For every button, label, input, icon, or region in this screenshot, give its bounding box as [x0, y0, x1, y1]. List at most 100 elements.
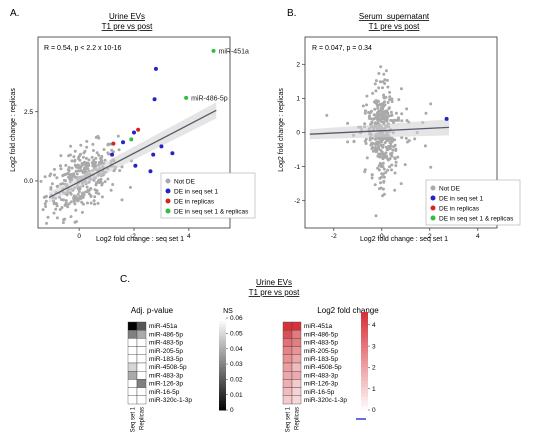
point-not-de: [96, 180, 100, 184]
point-not-de: [120, 198, 124, 202]
point-not-de: [376, 166, 380, 170]
legend-label: Not DE: [174, 178, 196, 185]
plot-b-annotation: R = 0.047, p = 0.34: [312, 45, 372, 52]
point-not-de: [384, 145, 388, 149]
point-not-de: [59, 154, 63, 158]
point-not-de: [405, 119, 409, 122]
y-tick-label: 0.0: [24, 178, 33, 185]
point-not-de: [100, 195, 104, 199]
point-not-de: [372, 113, 376, 117]
point-not-de: [42, 195, 46, 199]
x-tick-label: 2: [428, 233, 432, 240]
point-not-de: [389, 141, 393, 145]
point-not-de: [400, 136, 404, 140]
point-not-de: [78, 154, 82, 158]
point-not-de: [400, 112, 404, 116]
point-not-de: [389, 152, 393, 156]
plot-a-xlabel: Log2 fold change : seq set 1: [96, 236, 184, 243]
point-not-de: [49, 186, 53, 189]
point-not-de: [78, 195, 82, 199]
colorbar-step: [361, 321, 368, 326]
point-label: miR-451a: [219, 48, 249, 55]
point-not-de: [373, 147, 377, 151]
point-not-de: [374, 89, 378, 93]
point-not-de: [55, 216, 59, 220]
heatmap-row-label: miR-451a: [304, 323, 333, 330]
colorbar-step: [361, 312, 368, 316]
colorbar-step: [219, 397, 226, 402]
point-not-de: [363, 122, 367, 126]
point-not-de: [379, 181, 382, 185]
colorbar-step: [361, 351, 368, 355]
point-not-de: [364, 137, 368, 141]
point-not-de: [89, 187, 93, 190]
point-not-de: [62, 178, 66, 182]
point-not-de: [388, 95, 392, 99]
point-not-de: [103, 158, 107, 162]
colorbar-step: [361, 403, 368, 408]
y-tick-label: 2.5: [24, 109, 33, 116]
point-not-de: [95, 189, 99, 193]
point-not-de: [368, 138, 372, 142]
point-not-de: [93, 195, 97, 199]
point-not-de: [62, 173, 66, 177]
point-not-de: [67, 202, 71, 206]
point-not-de: [361, 104, 365, 108]
point-not-de: [64, 199, 68, 203]
heatmap-cell: [127, 321, 138, 331]
point-not-de: [382, 175, 386, 179]
point-not-de: [75, 165, 79, 169]
point-not-de: [394, 164, 398, 168]
heatmap-col-label: Replicas: [295, 407, 301, 430]
point-not-de: [78, 187, 82, 191]
colorbar-step: [219, 376, 226, 380]
point-not-de: [363, 168, 367, 172]
legend-a-box: [160, 172, 256, 219]
point-not-de: [379, 109, 383, 113]
point-not-de: [385, 78, 389, 82]
colorbar-step: [361, 393, 368, 398]
point-not-de: [73, 220, 77, 224]
point-not-de: [379, 143, 383, 147]
point-not-de: [381, 194, 384, 198]
heatmap-cell: [136, 362, 147, 372]
legend-swatch: [165, 188, 171, 194]
point-not-de: [55, 176, 59, 180]
point-not-de: [89, 194, 93, 197]
colorbar-step: [219, 370, 226, 374]
point-not-de: [117, 148, 121, 152]
colorbar-step: [219, 333, 226, 337]
x-tick-label: 0: [77, 233, 81, 240]
colorbar-tick-label: 0: [372, 407, 376, 414]
colorbar-step: [361, 357, 368, 362]
point-not-de: [391, 145, 395, 149]
point-not-de: [96, 201, 100, 205]
point-de-seq: [152, 97, 157, 102]
point-not-de: [400, 119, 404, 123]
point-not-de: [100, 181, 104, 185]
heatmap-cell: [136, 371, 147, 380]
point-not-de: [379, 120, 383, 123]
heatmap-row-label: miR-486-5p: [304, 331, 338, 338]
point-not-de: [365, 103, 368, 107]
point-not-de: [390, 138, 394, 142]
point-not-de: [373, 183, 377, 187]
x-tick-label: 4: [187, 233, 191, 240]
point-label: miR-486-5p: [191, 95, 228, 102]
legend-label: DE in seq set 1 & replicas: [439, 215, 514, 222]
legend-swatch: [165, 208, 171, 214]
colorbar-step: [219, 330, 226, 334]
y-tick-label: -2: [294, 198, 300, 205]
panel-c-title-1: Urine EVs: [256, 278, 292, 287]
point-not-de: [393, 171, 397, 175]
point-not-de: [374, 79, 378, 83]
point-not-de: [387, 106, 391, 110]
point-not-de: [390, 154, 394, 158]
x-tick-label: 0: [380, 233, 384, 240]
colorbar-step: [219, 367, 226, 371]
heat1-title: Adj. p-value: [131, 306, 174, 315]
point-not-de: [85, 145, 89, 149]
legend-swatch: [430, 215, 436, 221]
point-not-de: [382, 179, 386, 183]
point-not-de: [69, 215, 73, 219]
